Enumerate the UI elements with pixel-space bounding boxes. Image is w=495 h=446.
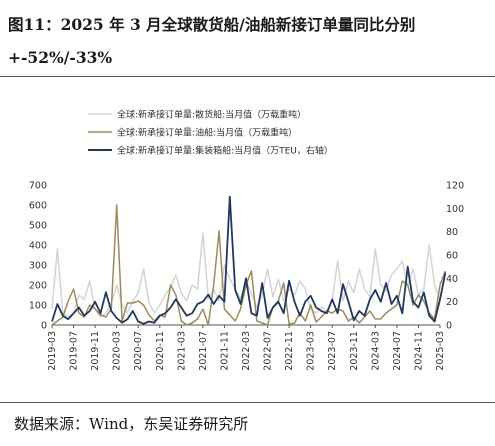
x-tick-label: 2025-03 bbox=[435, 331, 446, 371]
right-tick-label: 60 bbox=[446, 251, 458, 262]
series-line-2 bbox=[51, 204, 447, 326]
left-tick-label: 200 bbox=[29, 281, 47, 292]
left-tick-label: 300 bbox=[29, 261, 47, 272]
x-tick-label: 2019-03 bbox=[47, 331, 58, 371]
legend: 全球:新承接订单量:散货船:当月值（万载重吨） 全球:新承接订单量:油船:当月值（… bbox=[88, 109, 333, 157]
right-tick-label: 100 bbox=[446, 204, 464, 215]
figure-title: 图11：2025 年 3 月全球散货船/油船新接订单量同比分别+-52%/-33… bbox=[8, 15, 416, 67]
x-tick-label: 2022-07 bbox=[263, 331, 274, 371]
right-tick-label: 80 bbox=[446, 227, 458, 238]
x-tick-label: 2021-11 bbox=[219, 331, 230, 371]
x-tick-label: 2023-03 bbox=[306, 331, 317, 371]
x-tick-label: 2024-11 bbox=[413, 331, 424, 371]
right-tick-label: 20 bbox=[446, 297, 458, 308]
legend-label: 全球:新承接订单量:集装箱船:当月值（万TEU，右轴） bbox=[117, 145, 333, 157]
legend-label: 全球:新承接订单量:油船:当月值（万载重吨） bbox=[117, 127, 297, 139]
x-tick-label: 2020-11 bbox=[155, 331, 166, 371]
x-tick-label: 2024-07 bbox=[392, 331, 403, 371]
series-layer bbox=[51, 195, 447, 326]
series-line-3 bbox=[51, 195, 447, 325]
series-line-1 bbox=[51, 232, 447, 318]
x-tick-label: 2022-11 bbox=[284, 331, 295, 371]
x-tick-label: 2019-07 bbox=[69, 331, 80, 371]
left-tick-label: 600 bbox=[29, 201, 47, 212]
right-tick-label: 0 bbox=[446, 321, 452, 332]
x-tick-label: 2020-07 bbox=[133, 331, 144, 371]
axes: 0 100 200 300 400 500 600 700 0 20 40 60 80 100 120 201… bbox=[29, 181, 464, 371]
left-tick-label: 400 bbox=[29, 241, 47, 252]
left-tick-label: 500 bbox=[29, 221, 47, 232]
left-tick-label: 100 bbox=[29, 301, 47, 312]
x-tick-label: 2023-07 bbox=[327, 331, 338, 371]
line-chart: 全球:新承接订单量:散货船:当月值（万载重吨） 全球:新承接订单量:油船:当月值（… bbox=[29, 109, 464, 371]
x-tick-label: 2019-11 bbox=[90, 331, 101, 371]
legend-label: 全球:新承接订单量:散货船:当月值（万载重吨） bbox=[117, 109, 306, 121]
x-tick-label: 2023-11 bbox=[349, 331, 360, 371]
x-tick-label: 2024-03 bbox=[370, 331, 381, 371]
right-tick-label: 120 bbox=[446, 181, 464, 192]
bottom-rule bbox=[0, 402, 495, 403]
x-tick-label: 2020-03 bbox=[112, 331, 123, 371]
x-tick-label: 2022-03 bbox=[241, 331, 252, 371]
right-tick-label: 40 bbox=[446, 274, 458, 285]
top-rule bbox=[0, 76, 495, 77]
x-tick-label: 2021-03 bbox=[176, 331, 187, 371]
left-tick-label: 0 bbox=[41, 321, 47, 332]
x-tick-label: 2021-07 bbox=[198, 331, 209, 371]
left-tick-label: 700 bbox=[29, 181, 47, 192]
source-note: 数据来源：Wind，东吴证券研究所 bbox=[14, 415, 249, 433]
